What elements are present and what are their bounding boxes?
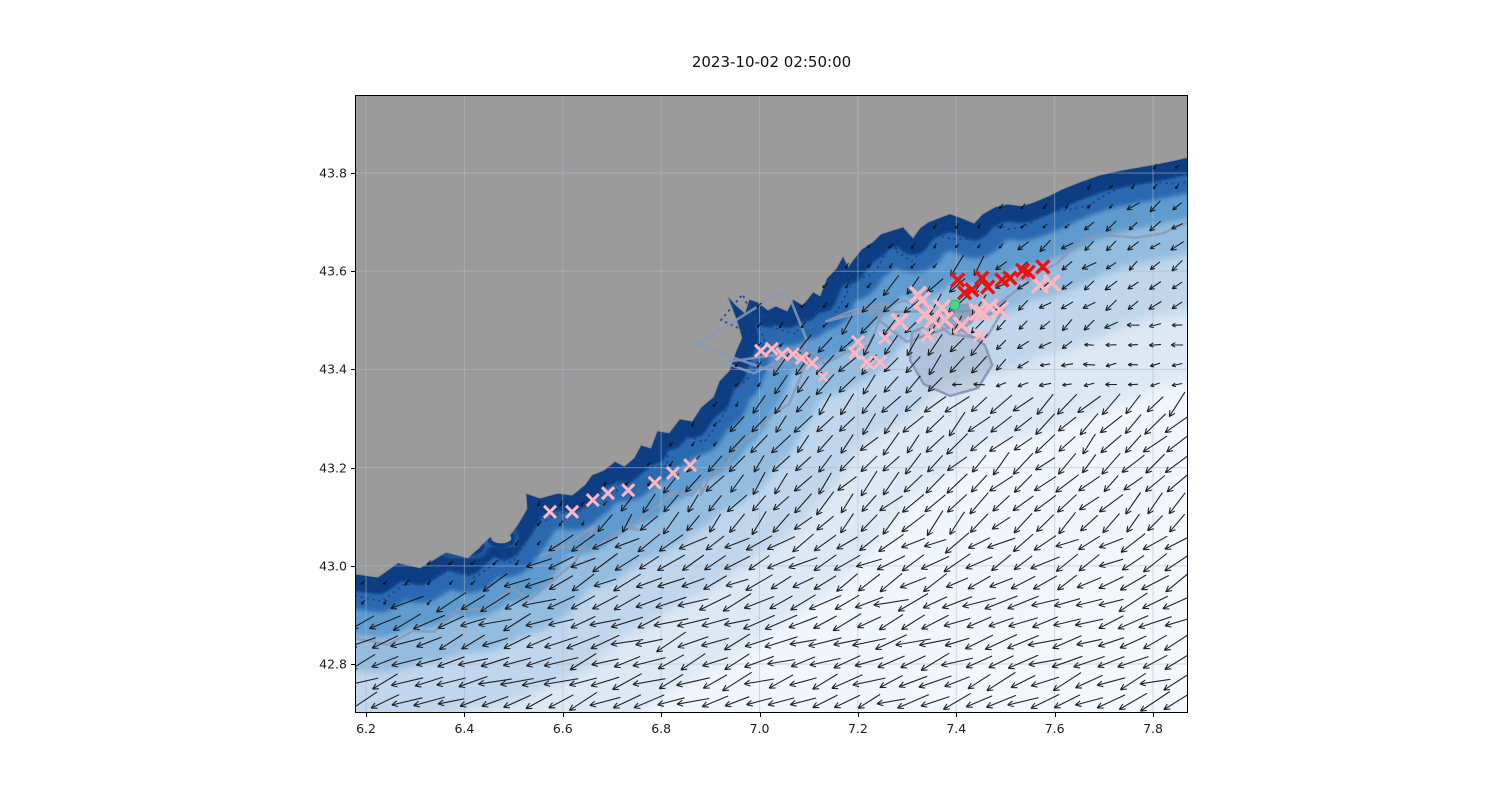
x-tick-label: 7.8: [1143, 721, 1163, 736]
marker-layer: [542, 259, 1061, 519]
x-tick-label: 6.8: [651, 721, 672, 736]
x-tick-mark: [857, 713, 859, 717]
current-arrows: [355, 163, 1188, 712]
y-tick-label: 43.4: [319, 361, 347, 377]
y-tick-label: 43.6: [319, 263, 347, 279]
pink-cross-marker: [785, 347, 801, 362]
pink-cross-marker: [968, 302, 988, 322]
pink-cross-marker: [850, 334, 865, 349]
y-tick-mark: [351, 467, 355, 469]
pink-cross-marker: [890, 312, 909, 332]
pink-cross-marker: [683, 458, 698, 473]
current-quiver: [355, 163, 1188, 712]
pink-cross-marker: [585, 492, 600, 508]
pink-cross-marker: [877, 330, 893, 346]
x-tick-label: 7.4: [946, 721, 967, 736]
map-layers: [355, 95, 1188, 713]
pink-cross-marker: [542, 504, 558, 519]
x-tick-mark: [366, 713, 368, 717]
x-tick-label: 7.6: [1044, 721, 1065, 736]
y-tick-mark: [351, 565, 355, 567]
red-cross-marker: [974, 270, 990, 286]
x-tick-label: 6.6: [552, 721, 573, 736]
pink-cross-marker: [817, 371, 829, 383]
pink-cross-marker: [775, 347, 790, 362]
x-tick-label: 6.2: [356, 721, 376, 736]
axes-spines: [355, 95, 1188, 713]
y-tick-mark: [351, 664, 355, 666]
x-tick-mark: [1153, 713, 1155, 717]
x-tick-mark: [956, 713, 958, 717]
y-tick-mark: [351, 271, 355, 273]
island: [403, 538, 432, 551]
x-tick-label: 7.0: [749, 721, 770, 736]
pink-cross-marker: [847, 346, 863, 361]
x-tick-mark: [562, 713, 564, 717]
y-tick-mark: [351, 173, 355, 175]
pink-cross-marker: [935, 310, 955, 330]
pink-cross-marker: [565, 504, 580, 519]
pink-cross-marker: [864, 359, 875, 371]
pink-cross-marker: [1042, 273, 1061, 293]
pink-cross-marker: [621, 483, 636, 498]
x-tick-label: 6.4: [454, 721, 475, 736]
pink-cross-marker: [647, 475, 662, 490]
pink-cross-marker: [805, 355, 820, 371]
pink-cross-marker: [764, 341, 779, 356]
x-tick-label: 7.2: [847, 721, 868, 736]
red-cross-marker: [1002, 270, 1018, 286]
map-plot: [355, 95, 1188, 713]
x-tick-mark: [464, 713, 466, 717]
pink-cross-marker: [952, 315, 971, 335]
pink-cross-marker: [753, 343, 769, 358]
x-tick-mark: [759, 713, 761, 717]
pink-cross-marker: [665, 465, 681, 481]
red-cross-marker: [980, 279, 996, 295]
figure-title: 2023-10-02 02:50:00: [691, 53, 852, 71]
y-tick-label: 43.0: [319, 558, 347, 574]
pink-cross-marker: [972, 328, 987, 343]
red-cross-marker: [950, 272, 966, 288]
pink-cross-marker: [794, 351, 809, 366]
red-cross-marker: [1035, 259, 1051, 275]
red-cross-marker: [1020, 264, 1036, 280]
pink-cross-marker: [920, 328, 935, 343]
pink-cross-marker: [600, 486, 616, 501]
y-tick-label: 43.8: [319, 165, 347, 181]
x-tick-mark: [661, 713, 663, 717]
green-dot-marker: [949, 299, 961, 311]
island: [491, 533, 512, 544]
pink-cross-marker: [912, 290, 932, 310]
x-tick-mark: [1054, 713, 1056, 717]
pink-cross-marker: [990, 300, 1010, 320]
y-tick-mark: [351, 369, 355, 371]
isobath-inner-contour: [355, 180, 1188, 603]
y-tick-label: 43.2: [319, 460, 347, 476]
pink-cross-marker: [872, 355, 888, 370]
y-tick-label: 42.8: [319, 656, 347, 672]
pink-cross-marker: [980, 297, 999, 317]
